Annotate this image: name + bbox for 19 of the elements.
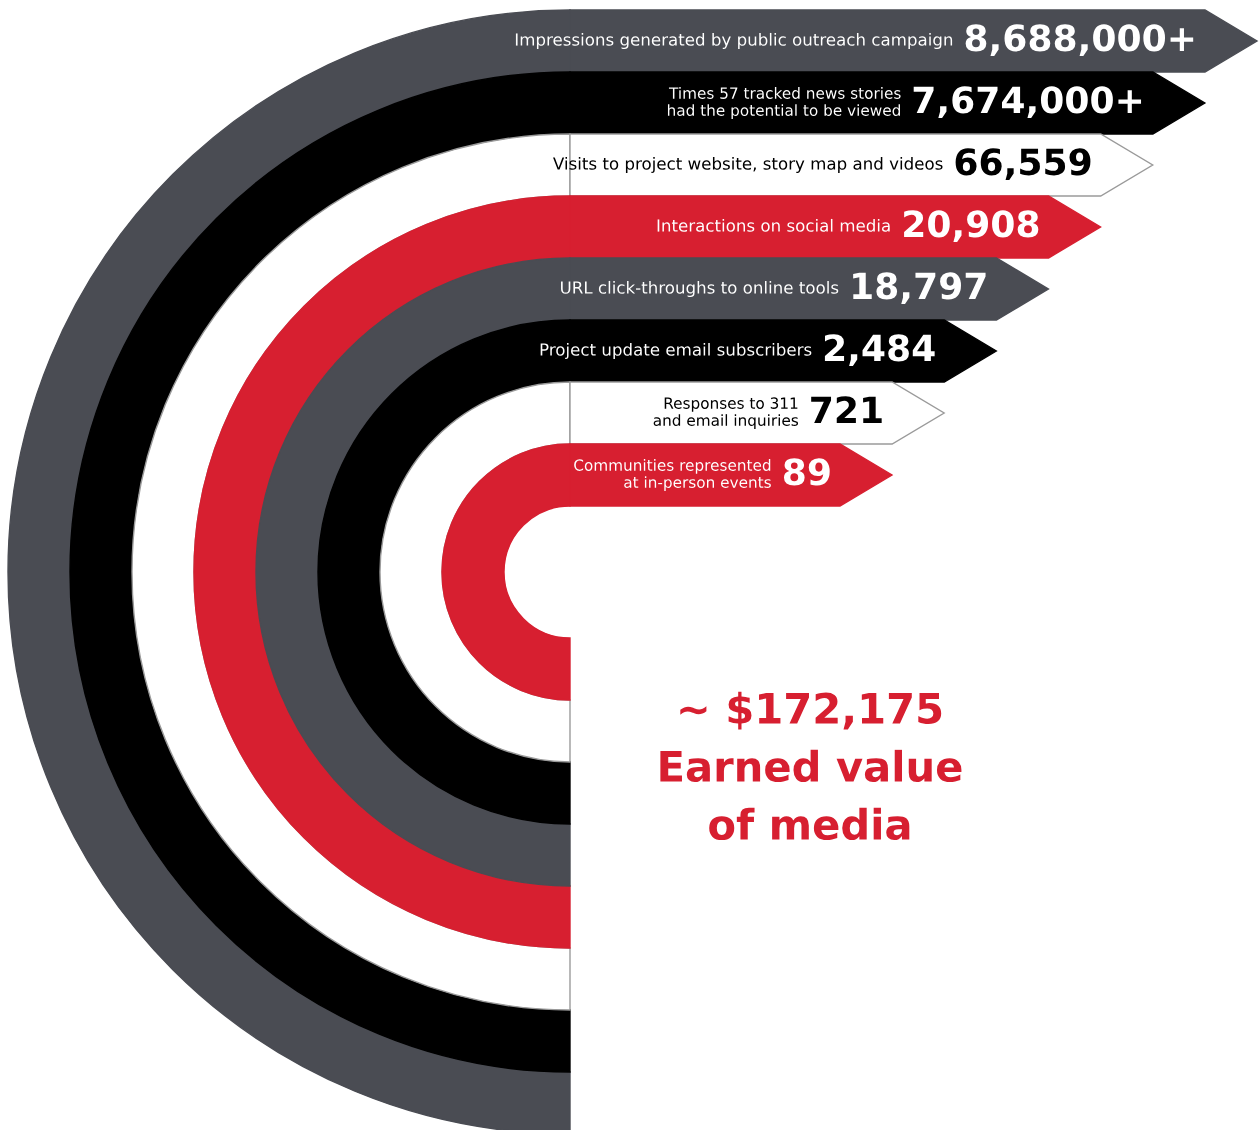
text: Earned value [660,749,962,783]
data-label: 2,484 [824,334,935,367]
data-label: 7,674,000+ [913,86,1142,119]
category-label: Project update email subscribers [540,342,812,360]
category-label: Impressions generated by public outreach campaign [515,32,953,50]
data-label: 18,797 [853,272,986,305]
category-label: Responses to 311 and email inquiries [653,397,799,429]
data-label: 20,908 [904,210,1039,243]
category-label: Times 57 tracked news stories had the potential to be viewed [667,87,901,119]
data-label: 89 [783,458,830,486]
data-label: 721 [811,396,882,423]
data-label: 66,559 [955,148,1091,181]
text: of media [709,807,910,841]
category-label: Visits to project website, story map and videos [553,156,943,174]
data-label: 8,688,000+ [965,24,1194,57]
category-label: URL click-throughs to online tools [561,280,839,298]
text: ~ $172,175 [680,691,942,730]
category-label: Interactions on social media [657,218,890,232]
category-label: Communities represented at in-person events [574,459,771,491]
